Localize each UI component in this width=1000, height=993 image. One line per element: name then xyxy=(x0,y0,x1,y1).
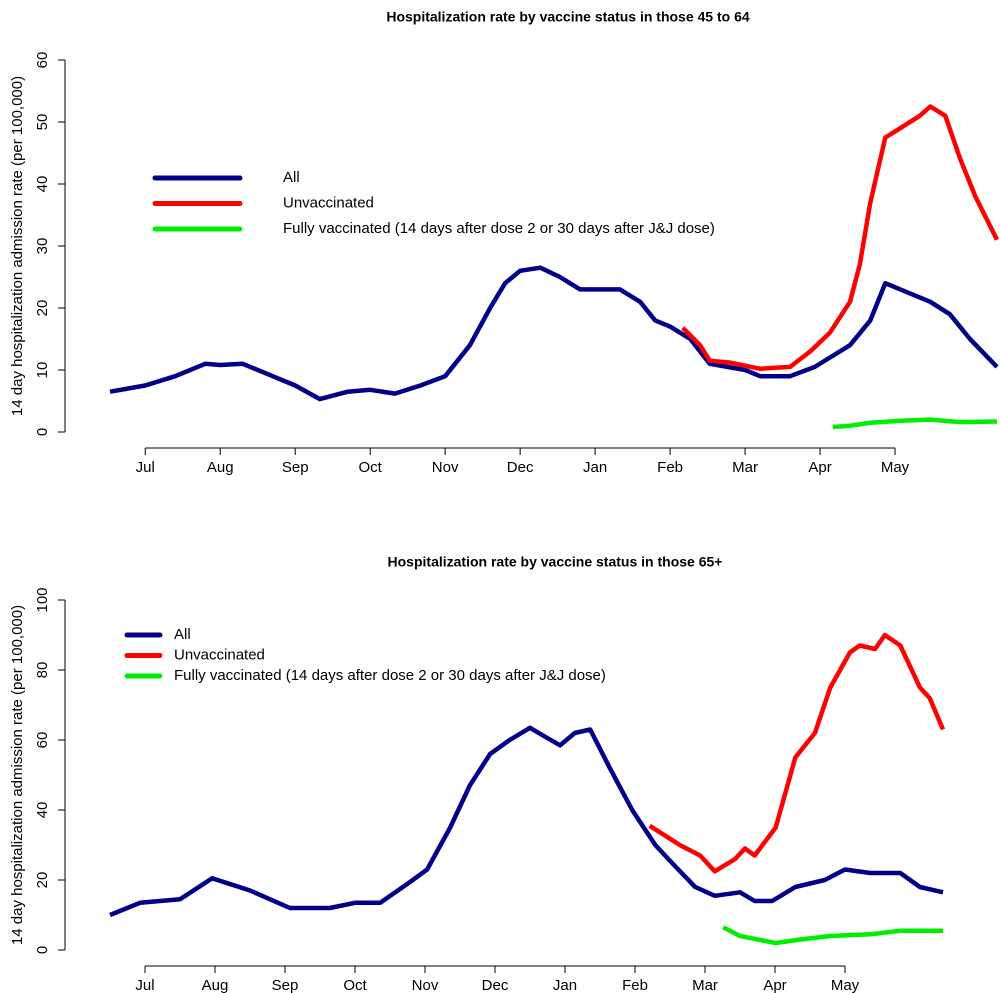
legend-label: Unvaccinated xyxy=(174,646,265,663)
x-tick-label: Apr xyxy=(808,459,831,476)
y-tick-label: 20 xyxy=(34,872,51,889)
chart-title: Hospitalization rate by vaccine status i… xyxy=(386,9,750,25)
y-tick-label: 60 xyxy=(34,732,51,749)
legend-label: Unvaccinated xyxy=(283,194,374,211)
chart-title: Hospitalization rate by vaccine status i… xyxy=(388,554,723,570)
x-tick-label: Jul xyxy=(135,977,154,993)
x-tick-label: Mar xyxy=(732,459,758,476)
x-tick-label: May xyxy=(831,977,860,993)
x-tick-label: Oct xyxy=(343,977,367,993)
series-line xyxy=(832,417,998,430)
x-tick-label: Feb xyxy=(622,977,648,993)
y-axis-label: 14 day hospitalization admission rate (p… xyxy=(9,76,26,416)
series-line xyxy=(109,265,999,402)
y-tick-label: 100 xyxy=(34,587,51,612)
y-tick-label: 50 xyxy=(34,114,51,131)
x-tick-label: Sep xyxy=(282,459,309,476)
y-tick-label: 30 xyxy=(34,238,51,255)
series-line xyxy=(722,925,943,946)
series-line xyxy=(681,104,1000,372)
x-tick-label: Feb xyxy=(657,459,683,476)
y-tick-label: 80 xyxy=(34,662,51,679)
x-tick-label: Nov xyxy=(412,977,439,993)
legend-label: Fully vaccinated (14 days after dose 2 o… xyxy=(174,667,606,684)
legend-label: Fully vaccinated (14 days after dose 2 o… xyxy=(283,220,715,237)
legend-label: All xyxy=(174,626,191,643)
y-axis-label: 14 day hospitalization admission rate (p… xyxy=(9,605,26,945)
y-tick-label: 40 xyxy=(34,176,51,193)
y-tick-label: 0 xyxy=(34,428,51,436)
y-tick-label: 60 xyxy=(34,52,51,69)
y-tick-label: 40 xyxy=(34,802,51,819)
x-tick-label: Apr xyxy=(763,977,786,993)
x-tick-label: Aug xyxy=(207,459,234,476)
x-tick-label: Jul xyxy=(136,459,155,476)
series-line xyxy=(648,632,946,874)
series-line xyxy=(109,725,944,918)
x-tick-label: May xyxy=(881,459,910,476)
x-tick-label: Aug xyxy=(202,977,229,993)
x-tick-label: Oct xyxy=(359,459,383,476)
y-tick-label: 20 xyxy=(34,300,51,317)
y-tick-label: 0 xyxy=(34,946,51,954)
x-tick-label: Jan xyxy=(553,977,577,993)
x-tick-label: Jan xyxy=(583,459,607,476)
x-tick-label: Dec xyxy=(482,977,509,993)
x-tick-label: Sep xyxy=(272,977,299,993)
x-tick-label: Mar xyxy=(692,977,718,993)
x-tick-label: Dec xyxy=(507,459,534,476)
x-tick-label: Nov xyxy=(432,459,459,476)
y-tick-label: 10 xyxy=(34,362,51,379)
legend-label: All xyxy=(283,169,300,186)
